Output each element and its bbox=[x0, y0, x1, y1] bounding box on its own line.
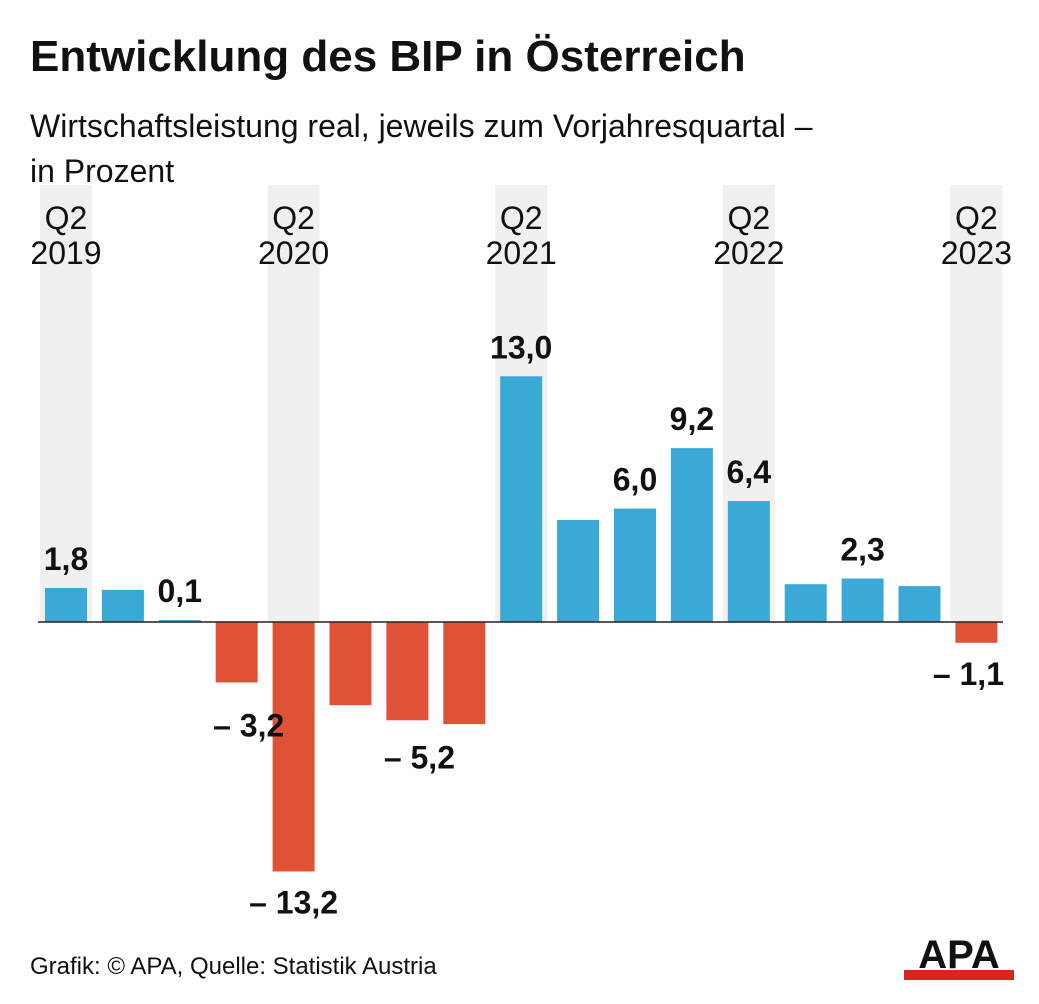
bar bbox=[215, 622, 258, 683]
quarter-label-year: 2022 bbox=[713, 235, 784, 271]
quarter-label-top: Q2 bbox=[727, 200, 770, 236]
data-label: – 5,2 bbox=[384, 739, 455, 775]
highlight-band bbox=[950, 185, 1003, 622]
data-label: 6,0 bbox=[613, 462, 657, 498]
bar bbox=[784, 584, 827, 622]
apa-logo: APA bbox=[904, 934, 1014, 980]
data-label: 2,3 bbox=[840, 532, 884, 568]
bar bbox=[443, 622, 486, 725]
data-label: 1,8 bbox=[44, 541, 88, 577]
bar bbox=[500, 376, 543, 622]
bar bbox=[329, 622, 372, 706]
bar bbox=[727, 501, 770, 622]
quarter-label-year: 2019 bbox=[30, 235, 101, 271]
data-label: – 13,2 bbox=[249, 884, 338, 920]
subtitle-line-1: Wirtschaftsleistung real, jeweils zum Vo… bbox=[30, 108, 813, 144]
apa-logo-bar bbox=[904, 970, 1014, 980]
quarter-label-top: Q2 bbox=[272, 200, 315, 236]
quarter-label-year: 2020 bbox=[258, 235, 329, 271]
data-label: 0,1 bbox=[158, 573, 202, 609]
data-label: 6,4 bbox=[727, 454, 772, 490]
apa-logo-text: APA bbox=[918, 934, 999, 977]
highlight-band bbox=[40, 185, 92, 622]
bar bbox=[272, 622, 315, 872]
bar bbox=[614, 508, 656, 622]
quarter-label-year: 2021 bbox=[486, 235, 557, 271]
source-credit: Grafik: © APA, Quelle: Statistik Austria bbox=[30, 953, 437, 980]
chart-title: Entwicklung des BIP in Österreich bbox=[30, 32, 746, 81]
subtitle-line-2: in Prozent bbox=[30, 153, 175, 189]
quarter-label-top: Q2 bbox=[955, 200, 998, 236]
bar bbox=[158, 620, 201, 622]
bar bbox=[841, 578, 884, 622]
bar bbox=[101, 589, 144, 622]
bar bbox=[670, 448, 713, 622]
bar bbox=[386, 622, 429, 721]
bar bbox=[557, 519, 600, 622]
bar bbox=[45, 587, 87, 622]
quarter-label-top: Q2 bbox=[45, 200, 88, 236]
highlight-band bbox=[267, 185, 320, 622]
data-label: – 3,2 bbox=[213, 707, 284, 743]
data-label: 9,2 bbox=[670, 401, 714, 437]
quarter-label-year: 2023 bbox=[941, 235, 1012, 271]
data-label: 13,0 bbox=[490, 329, 552, 365]
quarter-label-top: Q2 bbox=[500, 200, 543, 236]
data-label: – 1,1 bbox=[933, 656, 1004, 692]
bar bbox=[898, 586, 941, 622]
bar bbox=[955, 622, 998, 643]
chart-subtitle: Wirtschaftsleistung real, jeweils zum Vo… bbox=[30, 104, 990, 194]
